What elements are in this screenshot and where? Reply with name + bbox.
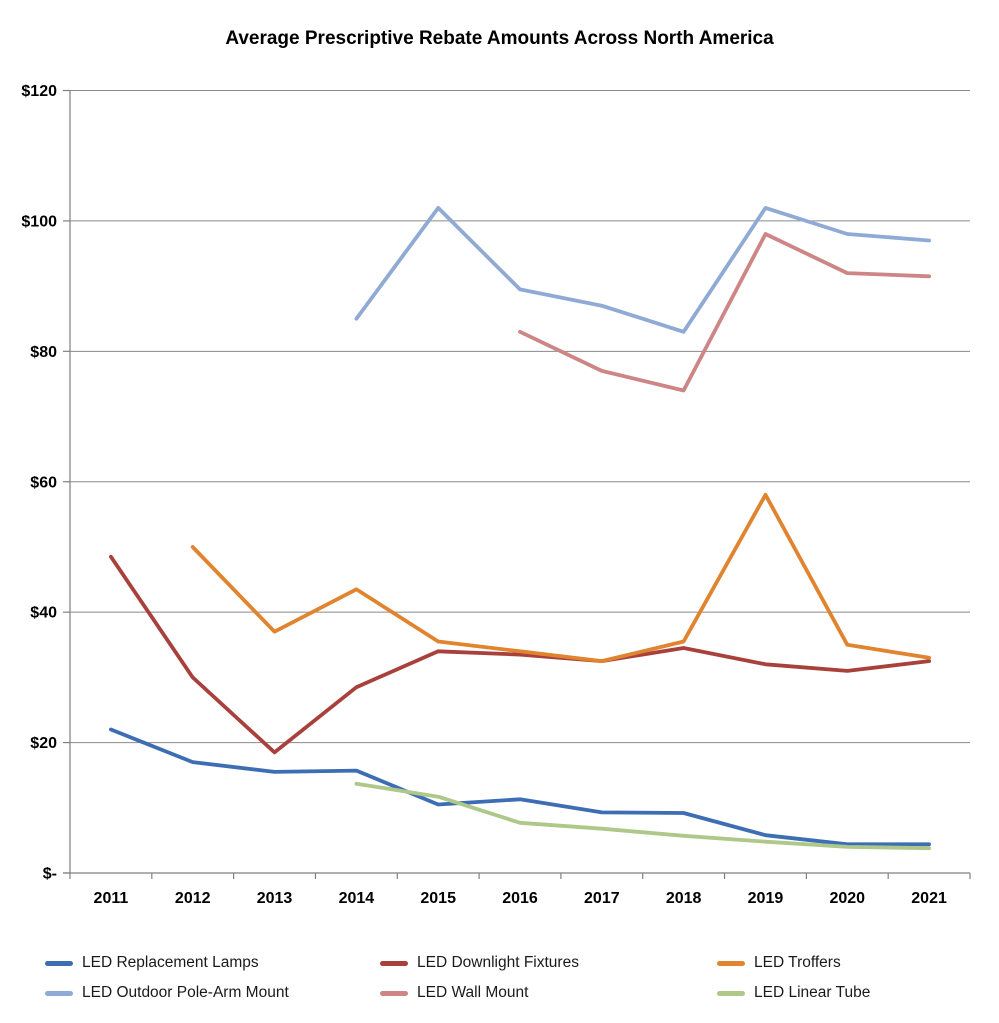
legend-item: LED Troffers xyxy=(717,948,870,978)
legend-label: LED Downlight Fixtures xyxy=(417,954,579,971)
y-axis-tick-label: $20 xyxy=(30,735,57,752)
x-axis-tick-label: 2017 xyxy=(584,890,620,907)
x-axis-tick-label: 2021 xyxy=(911,890,947,907)
legend-label: LED Wall Mount xyxy=(417,984,529,1001)
series-line-led-troffers xyxy=(190,492,931,663)
x-axis-tick-label: 2016 xyxy=(502,890,538,907)
series-line-led-downlight-fixtures xyxy=(109,554,931,755)
series-line-led-wall-mount xyxy=(518,232,931,393)
legend-item: LED Wall Mount xyxy=(380,978,717,1008)
chart-title: Average Prescriptive Rebate Amounts Acro… xyxy=(225,28,774,49)
x-axis-tick-label: 2012 xyxy=(175,890,211,907)
legend-swatch xyxy=(380,960,408,966)
legend-swatch xyxy=(717,990,745,996)
legend-label: LED Linear Tube xyxy=(754,984,871,1001)
y-axis-tick-label: $60 xyxy=(30,474,57,491)
series-line-led-replacement-lamps xyxy=(109,727,931,847)
legend-label: LED Replacement Lamps xyxy=(82,954,259,971)
legend-swatch xyxy=(717,960,745,966)
y-axis-tick-label: $- xyxy=(43,866,57,883)
x-axis-tick-label: 2011 xyxy=(94,890,129,907)
x-axis-tick-label: 2015 xyxy=(420,890,456,907)
series-line-led-linear-tube xyxy=(354,781,931,851)
y-axis-tick-label: $120 xyxy=(21,83,57,100)
legend-item: LED Replacement Lamps xyxy=(45,948,380,978)
legend-item: LED Downlight Fixtures xyxy=(380,948,717,978)
legend-swatch xyxy=(45,960,73,966)
legend-swatch xyxy=(45,990,73,996)
x-axis-tick-label: 2019 xyxy=(748,890,784,907)
legend-label: LED Outdoor Pole-Arm Mount xyxy=(82,984,289,1001)
y-axis-tick-label: $100 xyxy=(21,213,57,230)
x-axis-tick-label: 2013 xyxy=(257,890,293,907)
x-axis-tick-label: 2020 xyxy=(829,890,865,907)
legend-item: LED Linear Tube xyxy=(717,978,870,1008)
y-axis-tick-label: $40 xyxy=(30,605,57,622)
x-axis-tick-label: 2014 xyxy=(339,890,375,907)
plot-area: $- $20 $40 $60 $80 $100 $120 2011 2012 2013 2014 20… xyxy=(21,83,971,907)
y-axis-tick-label: $80 xyxy=(30,344,57,361)
legend-swatch xyxy=(380,990,408,996)
legend: LED Replacement Lamps LED Downlight Fixtu… xyxy=(45,948,870,1008)
legend-item: LED Outdoor Pole-Arm Mount xyxy=(45,978,380,1008)
x-axis-tick-label: 2018 xyxy=(666,890,702,907)
legend-label: LED Troffers xyxy=(754,954,841,971)
series-line-led-outdoor-pole-arm-mount xyxy=(354,205,931,334)
